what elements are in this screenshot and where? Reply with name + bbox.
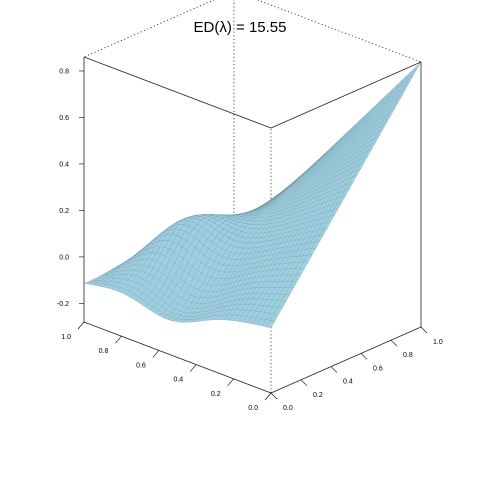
x-tick-label: 0.8 [99,348,109,355]
surface-facet [266,320,275,329]
x-tick-label: 1.0 [61,334,71,341]
box-edge-bottom-right [83,321,272,394]
y-tick [330,366,338,373]
z-tick-label: -0.2 [57,301,69,308]
y-tick-label: 1.0 [433,339,443,346]
box-edge-back-top-y [83,0,215,58]
y-tick-label: 0.2 [313,392,323,399]
z-tick-label: 0.4 [59,161,69,168]
box-front-edges [83,56,422,394]
x-tick-label: 0.0 [248,405,258,412]
x-tick [115,336,122,344]
box-edge-top-left [270,61,422,129]
z-tick-label: 0.8 [59,68,69,75]
y-tick [360,353,368,360]
z-tick-label: 0.2 [59,208,69,215]
y-tick [390,339,398,347]
chart-title: ED(λ) = 15.55 [193,19,287,36]
z-tick-label: 0.0 [59,254,69,261]
x-tick-label: 0.4 [173,377,183,384]
box-edge-top-right [83,56,272,129]
x-tick [264,392,272,401]
y-tick-label: 0.4 [343,379,353,386]
x-tick [227,378,234,386]
surface-mesh [83,61,422,329]
x-tick [77,321,85,330]
y-tick [270,392,278,400]
y-tick-label: 0.0 [283,405,293,412]
box-edge-back-top-x [256,0,422,63]
y-tick-label: 0.8 [403,352,413,359]
x-tick [189,364,197,372]
box-edge-bottom-left [270,326,422,394]
box-back-edges [83,0,422,393]
z-tick-label: 0.6 [59,115,69,122]
y-tick [300,379,308,387]
x-tick-label: 0.2 [211,391,221,398]
y-tick-label: 0.6 [373,365,383,372]
x-tick [152,350,160,358]
x-tick-label: 0.6 [136,362,146,369]
y-tick [420,326,428,334]
axes: 0.0 0.2 0.4 0.6 0.8 1.0 0.0 0.2 0.4 0.6 0.8 1.0 -0.2… [57,68,443,412]
